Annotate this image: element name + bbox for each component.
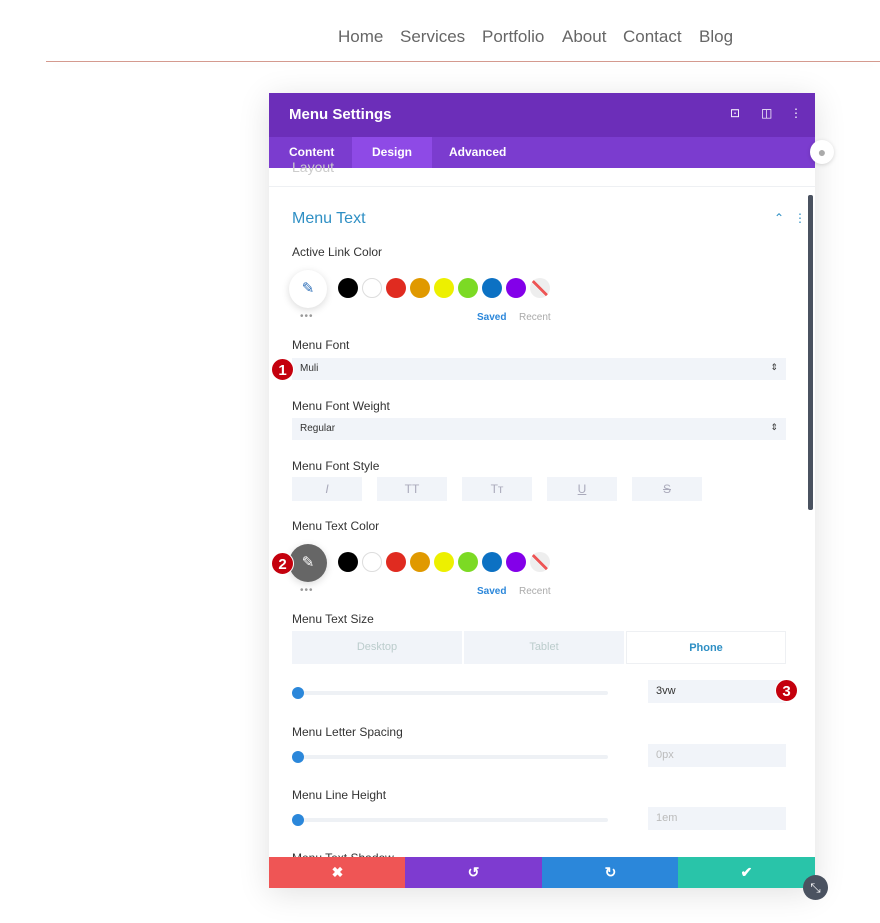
color-swatch[interactable] bbox=[410, 278, 430, 298]
focus-icon[interactable]: ⊡ bbox=[730, 106, 741, 120]
modal-tabs: Content Design Advanced bbox=[269, 137, 815, 168]
nav-portfolio[interactable]: Portfolio bbox=[482, 27, 545, 46]
line-height-label: Menu Line Height bbox=[292, 788, 387, 802]
italic-button[interactable]: I bbox=[292, 477, 362, 501]
tab-content[interactable]: Content bbox=[289, 145, 335, 159]
menu-font-value: Muli bbox=[300, 363, 319, 374]
section-title[interactable]: Menu Text bbox=[292, 210, 366, 227]
cancel-button[interactable]: ✖ bbox=[269, 857, 406, 888]
color-swatch[interactable] bbox=[458, 278, 478, 298]
underline-button[interactable]: U bbox=[547, 477, 617, 501]
color-swatch[interactable] bbox=[386, 552, 406, 572]
undo-button[interactable]: ↺ bbox=[405, 857, 542, 888]
color-swatch[interactable] bbox=[338, 278, 358, 298]
modal-header: Menu Settings ⊡ ◫ ⋮ bbox=[269, 93, 815, 137]
save-button[interactable]: ✔ bbox=[678, 857, 815, 888]
letter-spacing-label: Menu Letter Spacing bbox=[292, 725, 403, 739]
text-size-slider[interactable] bbox=[292, 691, 608, 695]
collapse-icon[interactable]: ⌃ bbox=[774, 211, 785, 225]
recent-tab[interactable]: Recent bbox=[519, 312, 551, 323]
menu-text-size-label: Menu Text Size bbox=[292, 612, 374, 626]
redo-button[interactable]: ↻ bbox=[542, 857, 679, 888]
color-swatch[interactable] bbox=[338, 552, 358, 572]
active-link-color-label: Active Link Color bbox=[292, 245, 383, 259]
line-height-slider-handle[interactable] bbox=[292, 814, 304, 826]
text-size-input[interactable]: 3vw bbox=[648, 680, 786, 703]
device-phone[interactable]: Phone bbox=[626, 631, 786, 664]
letter-spacing-slider-handle[interactable] bbox=[292, 751, 304, 763]
recent-tab[interactable]: Recent bbox=[519, 586, 551, 597]
modal-title: Menu Settings bbox=[289, 106, 392, 123]
saved-tab[interactable]: Saved bbox=[477, 586, 507, 597]
select-arrows-icon: ⇕ bbox=[770, 422, 778, 432]
letter-spacing-slider[interactable] bbox=[292, 755, 608, 759]
eyedropper-icon[interactable]: ✎ bbox=[289, 270, 327, 308]
line-height-input[interactable]: 1em bbox=[648, 807, 786, 830]
menu-font-weight-value: Regular bbox=[300, 423, 336, 434]
step-badge-2: 2 bbox=[271, 552, 294, 575]
no-color-swatch[interactable] bbox=[530, 552, 550, 572]
divider bbox=[269, 186, 815, 187]
color-swatch[interactable] bbox=[410, 552, 430, 572]
more-swatches-icon[interactable]: ••• bbox=[300, 311, 314, 322]
strikethrough-button[interactable]: S bbox=[632, 477, 702, 501]
color-swatch[interactable] bbox=[386, 278, 406, 298]
line-height-slider[interactable] bbox=[292, 818, 608, 822]
menu-font-weight-label: Menu Font Weight bbox=[292, 399, 390, 413]
nav-divider bbox=[46, 61, 880, 62]
tab-design[interactable]: Design bbox=[352, 137, 433, 168]
settings-modal: Menu Settings ⊡ ◫ ⋮ Content Design Advan… bbox=[269, 93, 815, 888]
color-swatch[interactable] bbox=[482, 278, 502, 298]
color-swatch[interactable] bbox=[362, 278, 382, 298]
tab-advanced[interactable]: Advanced bbox=[449, 145, 507, 159]
nav-services[interactable]: Services bbox=[400, 27, 466, 46]
color-swatch[interactable] bbox=[362, 552, 382, 572]
nav-about[interactable]: About bbox=[562, 27, 607, 46]
menu-font-select[interactable]: Muli ⇕ bbox=[292, 358, 786, 380]
module-handle-icon[interactable]: ● bbox=[810, 140, 834, 164]
select-arrows-icon: ⇕ bbox=[770, 362, 778, 372]
no-color-swatch[interactable] bbox=[530, 278, 550, 298]
step-badge-3: 3 bbox=[775, 679, 798, 702]
device-desktop[interactable]: Desktop bbox=[292, 631, 462, 664]
more-icon[interactable]: ⋮ bbox=[790, 106, 802, 120]
more-swatches-icon[interactable]: ••• bbox=[300, 585, 314, 596]
menu-font-style-label: Menu Font Style bbox=[292, 459, 380, 473]
capitalize-button[interactable]: Tт bbox=[462, 477, 532, 501]
nav-blog[interactable]: Blog bbox=[699, 27, 734, 46]
nav-home[interactable]: Home bbox=[338, 27, 384, 46]
step-badge-1: 1 bbox=[271, 358, 294, 381]
uppercase-button[interactable]: TT bbox=[377, 477, 447, 501]
color-swatch[interactable] bbox=[434, 278, 454, 298]
menu-font-weight-select[interactable]: Regular ⇕ bbox=[292, 418, 786, 440]
color-swatch[interactable] bbox=[506, 552, 526, 572]
menu-text-color-label: Menu Text Color bbox=[292, 519, 380, 533]
menu-font-label: Menu Font bbox=[292, 338, 350, 352]
color-swatch[interactable] bbox=[434, 552, 454, 572]
prev-section-title[interactable]: Layout bbox=[292, 159, 335, 175]
eyedropper-icon[interactable]: ✎ bbox=[289, 544, 327, 582]
text-size-slider-handle[interactable] bbox=[292, 687, 304, 699]
color-swatch[interactable] bbox=[482, 552, 502, 572]
device-tablet[interactable]: Tablet bbox=[464, 631, 624, 664]
color-swatch[interactable] bbox=[506, 278, 526, 298]
split-view-icon[interactable]: ◫ bbox=[761, 106, 773, 120]
resize-icon[interactable]: ⤡ bbox=[803, 875, 828, 900]
color-swatch[interactable] bbox=[458, 552, 478, 572]
nav-contact[interactable]: Contact bbox=[623, 27, 682, 46]
saved-tab[interactable]: Saved bbox=[477, 312, 507, 323]
scrollbar[interactable] bbox=[808, 195, 813, 510]
section-more-icon[interactable]: ⋮ bbox=[794, 211, 806, 225]
letter-spacing-input[interactable]: 0px bbox=[648, 744, 786, 767]
